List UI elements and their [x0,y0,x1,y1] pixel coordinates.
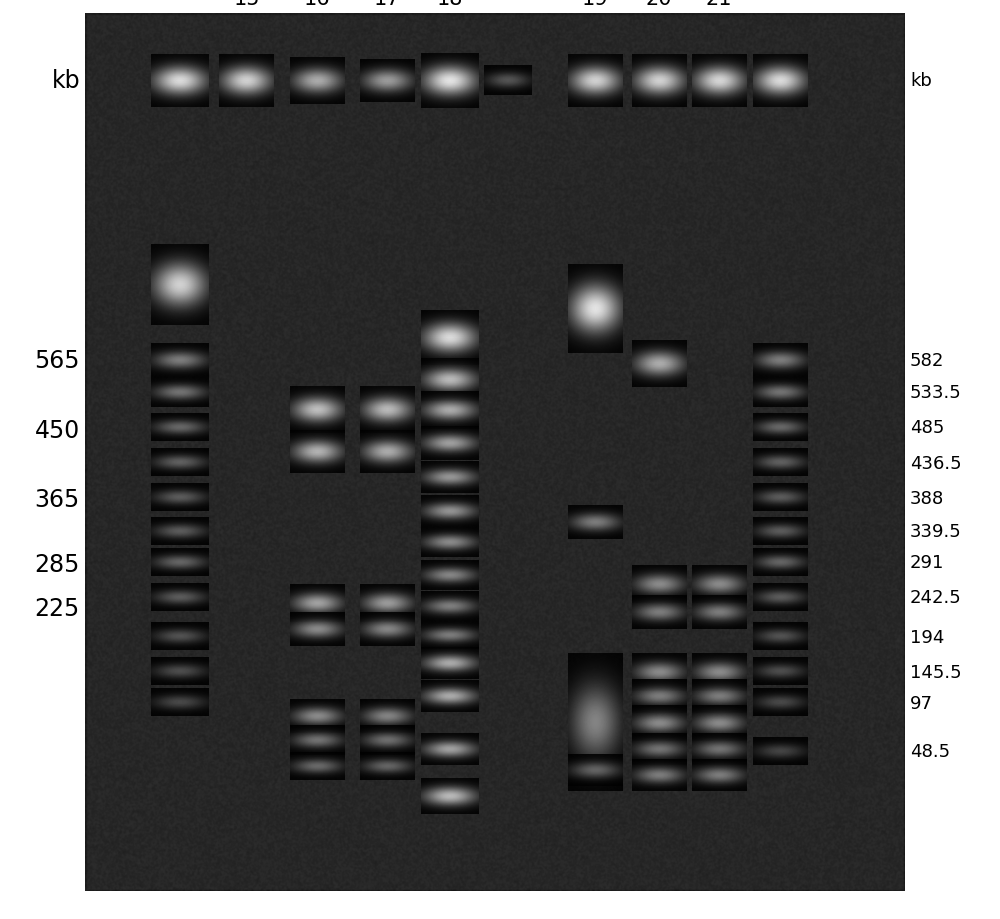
Text: 485: 485 [910,419,944,437]
Text: 291: 291 [910,553,944,572]
Text: 388: 388 [910,489,944,507]
Text: 15: 15 [233,0,260,9]
Text: 145.5: 145.5 [910,663,962,681]
Text: 18: 18 [437,0,463,9]
Text: 285: 285 [35,552,80,576]
Text: 97: 97 [910,694,933,711]
Text: 20: 20 [646,0,672,9]
Text: 365: 365 [35,487,80,511]
Text: 194: 194 [910,628,944,646]
Text: 21: 21 [706,0,732,9]
Text: 533.5: 533.5 [910,384,962,402]
Text: 16: 16 [304,0,330,9]
Text: 450: 450 [35,419,80,443]
Text: 225: 225 [35,596,80,620]
Text: 19: 19 [582,0,608,9]
Text: 339.5: 339.5 [910,523,962,540]
Text: 242.5: 242.5 [910,588,962,607]
Text: 17: 17 [374,0,400,9]
Text: kb: kb [910,73,932,90]
Text: 582: 582 [910,351,944,369]
Text: kb: kb [51,69,80,94]
Text: 436.5: 436.5 [910,454,962,472]
Text: 48.5: 48.5 [910,742,950,760]
Text: 565: 565 [34,348,80,372]
